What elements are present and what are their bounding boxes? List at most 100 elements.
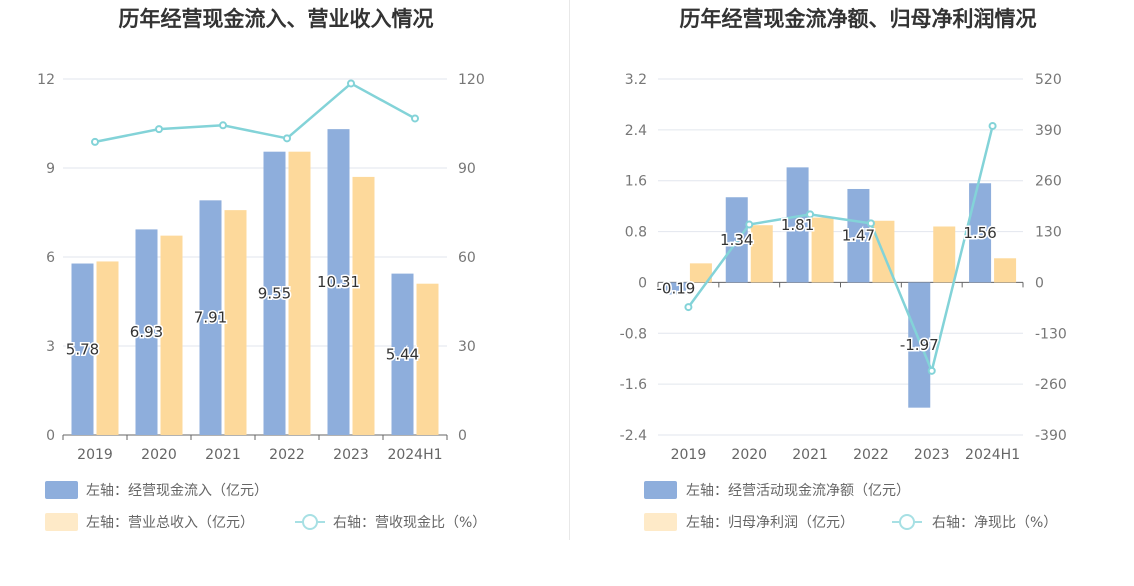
left-tick-label: 2.4: [625, 123, 647, 139]
bar: [391, 273, 414, 435]
data-label: 1.34: [720, 231, 753, 249]
bar: [664, 282, 687, 295]
left-tick-label: -2.4: [620, 428, 647, 444]
line-point: [806, 210, 815, 219]
chart-title: 历年经营现金流入、营业收入情况: [119, 7, 434, 31]
legend-label: 左轴：营业总收入（亿元）: [86, 515, 254, 531]
left-tick-label: 0: [46, 428, 55, 444]
x-tick-label: 2020: [731, 447, 767, 463]
left-tick-label: -0.8: [620, 326, 647, 342]
line-point: [988, 121, 997, 130]
data-label: 7.91: [194, 309, 227, 327]
series-line: [687, 125, 994, 375]
left-tick-label: 12: [37, 72, 55, 88]
data-label: 10.31: [317, 273, 360, 291]
bar: [288, 151, 311, 435]
line-point: [684, 303, 693, 312]
legend-line-marker: [302, 514, 318, 530]
bar: [811, 217, 834, 283]
bar: [135, 229, 158, 435]
x-tick-label: 2024H1: [965, 447, 1020, 463]
right-tick-label: 130: [1035, 225, 1062, 241]
bar: [969, 183, 992, 283]
legend-label: 右轴：营收现金比（%）: [333, 515, 486, 531]
legend-swatch: [644, 513, 677, 531]
x-tick-label: 2019: [77, 447, 113, 463]
panel-divider: [569, 0, 570, 540]
x-tick-label: 2023: [914, 447, 950, 463]
right-tick-label: -130: [1035, 326, 1067, 342]
bar: [933, 226, 956, 283]
legend-label: 左轴：经营活动现金流净额（亿元）: [686, 483, 910, 499]
x-tick-label: 2020: [141, 447, 177, 463]
left-tick-label: 9: [46, 161, 55, 177]
data-label: 5.44: [386, 345, 419, 363]
bar: [96, 261, 119, 435]
line-point: [347, 79, 355, 88]
chart-2: 历年经营现金流净额、归母净利润情况 -2.4 -1.6 -0.8 0 0.8 1.6 2.4 3…: [620, 7, 1067, 531]
data-label: 5.78: [66, 340, 99, 358]
line-point: [155, 125, 163, 134]
x-tick-label: 2021: [792, 447, 828, 463]
left-tick-label: -1.6: [620, 377, 647, 393]
line-point: [927, 366, 936, 375]
x-tick-label: 2023: [333, 447, 369, 463]
line-point: [745, 220, 754, 229]
right-tick-label: 30: [458, 339, 476, 355]
bar: [224, 210, 247, 435]
legend-swatch: [644, 481, 677, 499]
legend-label: 左轴：经营现金流入（亿元）: [86, 483, 268, 499]
line-point: [219, 121, 227, 130]
data-label: 1.47: [842, 227, 875, 245]
legend-line-marker: [899, 514, 915, 530]
legend-swatch: [45, 513, 78, 531]
right-tick-label: 120: [458, 72, 485, 88]
left-tick-label: 6: [46, 250, 55, 266]
x-tick-label: 2022: [269, 447, 305, 463]
series-line: [94, 81, 416, 144]
bar: [750, 225, 773, 283]
left-tick-label: 3: [46, 339, 55, 355]
legend: 左轴：经营活动现金流净额（亿元） 左轴：归母净利润（亿元） 右轴：净现比（%）: [644, 481, 1057, 531]
line-point: [866, 219, 875, 228]
right-tick-label: 90: [458, 161, 476, 177]
data-label: -0.19: [657, 279, 696, 297]
legend-swatch: [45, 481, 78, 499]
right-tick-label: -260: [1035, 377, 1067, 393]
line-point: [91, 137, 99, 146]
line-point: [411, 114, 419, 123]
line-point: [283, 134, 291, 143]
data-label: 6.93: [130, 323, 163, 341]
right-tick-label: 0: [1035, 275, 1044, 291]
bar: [847, 188, 870, 283]
left-tick-label: 0: [638, 275, 647, 291]
right-tick-label: -390: [1035, 428, 1067, 444]
bar: [352, 176, 375, 435]
bar: [160, 235, 183, 435]
x-tick-label: 2019: [671, 447, 707, 463]
legend-label: 右轴：净现比（%）: [932, 515, 1057, 531]
bar: [327, 129, 350, 436]
data-label: 1.56: [963, 224, 996, 242]
right-tick-label: 0: [458, 428, 467, 444]
right-tick-label: 260: [1035, 174, 1062, 190]
right-tick-label: 60: [458, 250, 476, 266]
legend: 左轴：经营现金流入（亿元） 左轴：营业总收入（亿元） 右轴：营收现金比（%）: [45, 481, 486, 531]
bar: [786, 167, 809, 283]
right-tick-label: 390: [1035, 123, 1062, 139]
data-label: 1.81: [781, 216, 814, 234]
bar: [71, 263, 94, 435]
bar: [994, 258, 1017, 283]
x-tick-label: 2022: [853, 447, 889, 463]
left-tick-label: 3.2: [625, 72, 647, 88]
bar: [908, 282, 931, 408]
x-tick-label: 2024H1: [387, 447, 442, 463]
bar: [199, 200, 222, 435]
data-label: -1.97: [900, 336, 939, 354]
bar: [263, 151, 286, 435]
legend-label: 左轴：归母净利润（亿元）: [686, 514, 854, 531]
bar: [416, 283, 439, 435]
